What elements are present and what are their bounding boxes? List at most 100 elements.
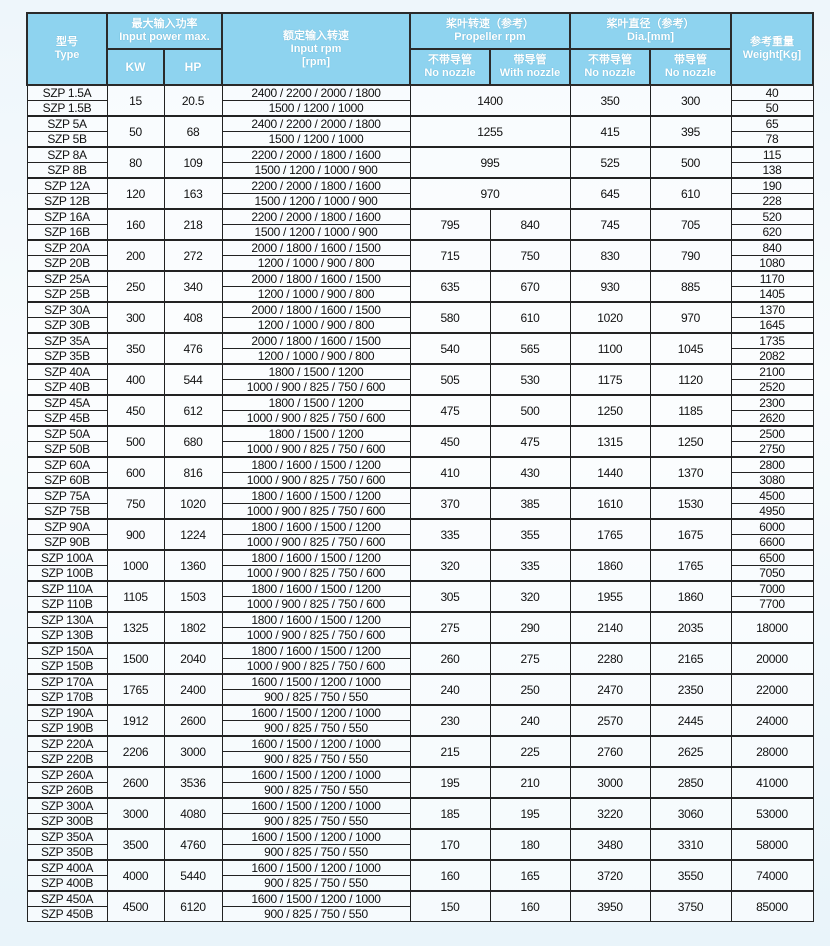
rpm-cell: 1500 / 1200 / 1000 bbox=[221, 131, 411, 148]
type-cell: SZP 60A bbox=[26, 456, 108, 473]
kw-cell: 1105 bbox=[106, 580, 165, 613]
kw-cell: 400 bbox=[106, 363, 165, 396]
weight-cell: 138 bbox=[730, 162, 814, 179]
weight-cell: 1080 bbox=[730, 255, 814, 272]
propeller-rpm-with-nozzle-cell: 670 bbox=[489, 270, 571, 303]
hp-cell: 6120 bbox=[163, 890, 223, 922]
diameter-with-nozzle-cell: 2850 bbox=[649, 766, 732, 799]
header-propeller: 桨叶转速（参考） Propeller rpm bbox=[409, 12, 571, 50]
table-row: SZP 60B 1000 / 900 / 825 / 750 / 600 3080 bbox=[26, 472, 814, 489]
table-row: SZP 170A 1765 2400 1600 / 1500 / 1200 / 100… bbox=[26, 673, 814, 706]
propeller-rpm-no-nozzle-cell: 450 bbox=[409, 425, 491, 458]
table-row: SZP 450B 900 / 825 / 750 / 550 bbox=[26, 906, 813, 922]
hp-cell: 1224 bbox=[163, 518, 223, 551]
table-row: SZP 75B 1000 / 900 / 825 / 750 / 600 4950 bbox=[26, 503, 814, 520]
kw-cell: 1000 bbox=[106, 549, 165, 582]
hp-cell: 816 bbox=[163, 456, 223, 489]
weight-cell: 50 bbox=[730, 100, 814, 117]
hp-cell: 5440 bbox=[163, 859, 223, 892]
type-cell: SZP 130A bbox=[26, 611, 108, 628]
hp-cell: 408 bbox=[163, 301, 223, 334]
propeller-rpm-with-nozzle-cell: 385 bbox=[489, 487, 571, 520]
table-row: SZP 350B 900 / 825 / 750 / 550 bbox=[26, 844, 813, 861]
hp-cell: 476 bbox=[163, 332, 223, 365]
type-cell: SZP 220A bbox=[26, 735, 108, 752]
rpm-cell: 1800 / 1500 / 1200 bbox=[221, 363, 411, 380]
header-weight-cn: 参考重量 bbox=[750, 36, 794, 48]
type-cell: SZP 75A bbox=[26, 487, 108, 504]
type-cell: SZP 130B bbox=[26, 627, 108, 644]
propeller-rpm-with-nozzle-cell: 335 bbox=[489, 549, 571, 582]
diameter-with-nozzle-cell: 2445 bbox=[649, 704, 732, 737]
propeller-rpm-no-nozzle-cell: 305 bbox=[409, 580, 491, 613]
table-row: SZP 170B 900 / 825 / 750 / 550 bbox=[26, 689, 813, 706]
diameter-with-nozzle-cell: 970 bbox=[649, 301, 732, 334]
propeller-rpm-no-nozzle-cell: 410 bbox=[409, 456, 491, 489]
type-cell: SZP 260A bbox=[26, 766, 108, 783]
type-cell: SZP 450A bbox=[26, 890, 108, 907]
rpm-cell: 2200 / 2000 / 1800 / 1600 bbox=[221, 177, 411, 194]
weight-cell: 520 bbox=[730, 208, 814, 225]
table-row: SZP 260A 2600 3536 1600 / 1500 / 1200 / 100… bbox=[26, 766, 814, 799]
table-row: SZP 30A 300 408 2000 / 1800 / 1600 / 1500 58… bbox=[26, 301, 814, 334]
rpm-cell: 900 / 825 / 750 / 550 bbox=[221, 689, 411, 706]
diameter-no-nozzle-cell: 3000 bbox=[569, 766, 651, 799]
rpm-cell: 1000 / 900 / 825 / 750 / 600 bbox=[221, 534, 411, 551]
diameter-no-nozzle-cell: 2140 bbox=[569, 611, 651, 644]
propeller-rpm-cell: 970 bbox=[409, 177, 571, 210]
rpm-cell: 2200 / 2000 / 1800 / 1600 bbox=[221, 208, 411, 225]
header-prop-no-nozzle: 不带导管 No nozzle bbox=[409, 48, 491, 86]
propeller-rpm-with-nozzle-cell: 430 bbox=[489, 456, 571, 489]
table-row: SZP 110B 1000 / 900 / 825 / 750 / 600 7700 bbox=[26, 596, 814, 613]
weight-cell: 65 bbox=[730, 115, 814, 132]
table-row: SZP 45A 450 612 1800 / 1500 / 1200 475 500 125… bbox=[26, 394, 814, 427]
weight-cell: 190 bbox=[730, 177, 814, 194]
type-cell: SZP 5B bbox=[26, 131, 108, 148]
kw-cell: 200 bbox=[106, 239, 165, 272]
kw-cell: 500 bbox=[106, 425, 165, 458]
diameter-no-nozzle-cell: 3220 bbox=[569, 797, 651, 830]
propeller-rpm-with-nozzle-cell: 500 bbox=[489, 394, 571, 427]
diameter-no-nozzle-cell: 1765 bbox=[569, 518, 651, 551]
diameter-with-nozzle-cell: 500 bbox=[649, 146, 732, 179]
header-rpm-en: Input rpm bbox=[290, 42, 342, 55]
diameter-with-nozzle-cell: 1370 bbox=[649, 456, 732, 489]
table-row: SZP 30B 1200 / 1000 / 900 / 800 1645 bbox=[26, 317, 814, 334]
weight-cell: 1735 bbox=[730, 332, 814, 349]
header-dia-cn: 桨叶直径（参考） bbox=[606, 18, 695, 30]
kw-cell: 3500 bbox=[106, 828, 165, 861]
rpm-cell: 1500 / 1200 / 1000 / 900 bbox=[221, 193, 411, 210]
propeller-rpm-no-nozzle-cell: 275 bbox=[409, 611, 491, 644]
rpm-cell: 1200 / 1000 / 900 / 800 bbox=[221, 255, 411, 272]
rpm-cell: 2000 / 1800 / 1600 / 1500 bbox=[221, 301, 411, 318]
label-en: No nozzle bbox=[424, 67, 476, 79]
weight-cell: 58000 bbox=[730, 828, 814, 861]
table-row: SZP 20B 1200 / 1000 / 900 / 800 1080 bbox=[26, 255, 814, 272]
table-row: SZP 12B 1500 / 1200 / 1000 / 900 228 bbox=[26, 193, 814, 210]
type-cell: SZP 90B bbox=[26, 534, 108, 551]
diameter-with-nozzle-cell: 1765 bbox=[649, 549, 732, 582]
weight-cell: 2520 bbox=[730, 379, 814, 396]
table-row: SZP 300B 900 / 825 / 750 / 550 bbox=[26, 813, 813, 830]
diameter-no-nozzle-cell: 2280 bbox=[569, 642, 651, 675]
weight-cell: 53000 bbox=[730, 797, 814, 830]
header-prop-cn: 桨叶转速（参考） bbox=[446, 18, 534, 30]
hp-cell: 1020 bbox=[163, 487, 223, 520]
type-cell: SZP 1.5A bbox=[26, 84, 108, 101]
rpm-cell: 1000 / 900 / 825 / 750 / 600 bbox=[221, 658, 411, 675]
propeller-rpm-with-nozzle-cell: 475 bbox=[489, 425, 571, 458]
type-cell: SZP 100B bbox=[26, 565, 108, 582]
weight-cell: 4950 bbox=[730, 503, 814, 520]
diameter-no-nozzle-cell: 525 bbox=[569, 146, 651, 179]
type-cell: SZP 220B bbox=[26, 751, 108, 768]
rpm-cell: 1600 / 1500 / 1200 / 1000 bbox=[221, 704, 411, 721]
spec-table-container: 型号 Type 最大输入功率 Input power max. 额定输入转速 Inpu… bbox=[26, 12, 814, 922]
type-cell: SZP 170B bbox=[26, 689, 108, 706]
type-cell: SZP 40B bbox=[26, 379, 108, 396]
kw-cell: 50 bbox=[106, 115, 165, 148]
hp-cell: 218 bbox=[163, 208, 223, 241]
kw-cell: 1765 bbox=[106, 673, 165, 706]
propeller-rpm-with-nozzle-cell: 320 bbox=[489, 580, 571, 613]
table-row: SZP 450A 4500 6120 1600 / 1500 / 1200 / 100… bbox=[26, 890, 814, 922]
table-row: SZP 12A 120 163 2200 / 2000 / 1800 / 1600 97… bbox=[26, 177, 814, 210]
